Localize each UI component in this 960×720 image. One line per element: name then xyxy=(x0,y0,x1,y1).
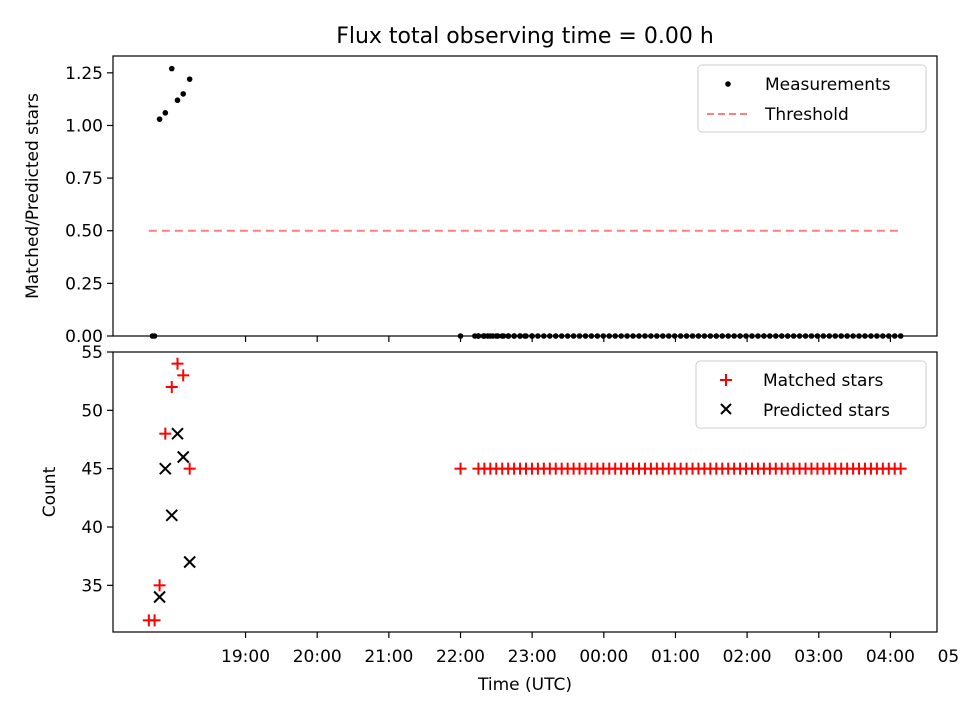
y-tick-label: 0.25 xyxy=(65,274,103,294)
bottom-panel: 35 40 45 50 55 19:00 20:00 21:00 22:00 23:00 00:0… xyxy=(40,343,960,695)
measurement-point xyxy=(186,76,193,82)
x-axis-ticks: 19:00 20:00 21:00 22:00 23:00 00:00 01:00 02:00… xyxy=(221,632,960,667)
top-y-axis-label: Matched/Predicted stars xyxy=(23,93,43,299)
measurement-point xyxy=(156,116,163,122)
x-tick-label: 03:00 xyxy=(794,647,843,667)
legend-measurements-marker xyxy=(725,81,731,87)
bottom-plot-area xyxy=(142,357,907,627)
x-axis-label: Time (UTC) xyxy=(477,675,572,695)
measurement-point xyxy=(174,97,181,104)
matched-star-point xyxy=(183,462,196,475)
predicted-star-point xyxy=(165,509,178,522)
predicted-star-point xyxy=(177,450,190,464)
matched-star-point xyxy=(454,462,467,475)
x-tick-label: 04:00 xyxy=(866,647,915,667)
predicted-star-point xyxy=(171,427,184,440)
bottom-legend-box xyxy=(695,360,927,429)
top-axes-frame xyxy=(112,55,938,337)
x-tick-label: 05:00 xyxy=(938,647,960,667)
matched-star-point xyxy=(171,357,184,370)
predicted-star-point xyxy=(153,590,166,604)
y-tick-label: 35 xyxy=(81,576,103,596)
chart-title: Flux total observing time = 0.00 h xyxy=(336,24,714,49)
cross-stroke xyxy=(159,462,172,475)
y-tick-label: 0.75 xyxy=(65,169,103,189)
matched-star-point xyxy=(153,579,166,592)
x-tick-label: 19:00 xyxy=(221,647,270,667)
bottom-legend: Matched stars Predicted stars xyxy=(695,360,927,429)
y-tick-label: 0.00 xyxy=(65,327,103,347)
y-tick-label: 1.00 xyxy=(65,116,103,136)
measurement-point xyxy=(180,91,187,97)
matched-star-point xyxy=(165,381,178,393)
x-tick-label: 02:00 xyxy=(723,647,772,667)
bottom-y-axis-label: Count xyxy=(40,466,60,517)
x-tick-label: 20:00 xyxy=(293,647,342,667)
cross-stroke xyxy=(183,555,196,569)
legend-matched-label: Matched stars xyxy=(763,371,883,391)
top-legend: Measurements Threshold xyxy=(697,64,927,133)
bottom-y-ticks: 35 40 45 50 55 xyxy=(81,343,113,596)
y-tick-label: 0.50 xyxy=(65,222,103,242)
top-y-ticks: 0.00 0.25 0.50 0.75 1.00 1.25 xyxy=(65,64,113,347)
predicted-star-point xyxy=(183,555,196,569)
matched-star-point xyxy=(177,369,190,382)
cross-stroke xyxy=(165,509,178,522)
top-panel: 0.00 0.25 0.50 0.75 1.00 1.25 Matched/Predict… xyxy=(23,55,938,347)
cross-stroke xyxy=(171,427,184,440)
matched-star-point xyxy=(148,614,161,627)
y-tick-label: 1.25 xyxy=(65,64,103,84)
top-legend-box xyxy=(697,64,927,133)
matched-star-point xyxy=(894,462,907,475)
legend-measurements-label: Measurements xyxy=(765,75,891,95)
matched-star-point xyxy=(159,427,172,440)
top-x-ticks xyxy=(244,336,892,342)
cross-stroke xyxy=(153,590,166,604)
predicted-star-point xyxy=(159,462,172,475)
y-tick-label: 55 xyxy=(81,343,103,363)
bottom-axes-frame xyxy=(112,351,938,633)
y-tick-label: 50 xyxy=(81,401,103,421)
cross-stroke xyxy=(177,450,190,464)
y-tick-label: 40 xyxy=(81,518,103,538)
y-tick-label: 45 xyxy=(81,460,103,480)
x-tick-label: 21:00 xyxy=(364,647,413,667)
measurement-point xyxy=(168,65,175,72)
legend-matched-marker xyxy=(720,374,732,386)
legend-threshold-label: Threshold xyxy=(764,105,849,125)
x-tick-label: 00:00 xyxy=(579,647,628,667)
legend-predicted-label: Predicted stars xyxy=(763,401,890,421)
x-tick-label: 23:00 xyxy=(508,647,557,667)
legend-predicted-marker xyxy=(720,403,732,415)
x-tick-label: 01:00 xyxy=(651,647,700,667)
measurement-point xyxy=(162,110,169,116)
x-tick-label: 22:00 xyxy=(436,647,485,667)
